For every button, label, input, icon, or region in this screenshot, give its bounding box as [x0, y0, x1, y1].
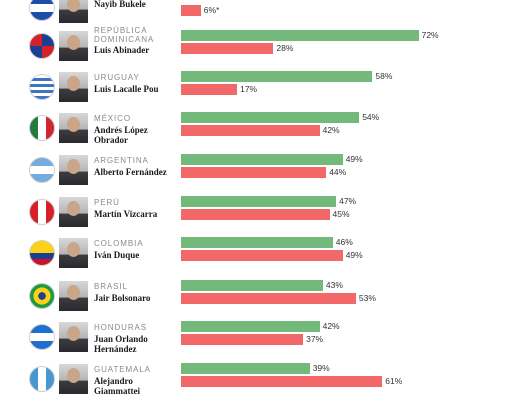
leader-name: Martín Vizcarra — [94, 209, 158, 219]
flag-peru-icon — [29, 199, 55, 225]
leader-name: Alejandro Giammattei — [94, 376, 140, 396]
leader-name: Andrés López Obrador — [94, 125, 148, 145]
disapprove-bar — [181, 209, 330, 220]
disapprove-value-label: 6%* — [203, 5, 220, 15]
disapprove-bar — [181, 84, 238, 95]
approve-bar — [181, 280, 323, 291]
leader-row: URUGUAY Luis Lacalle Pou 58% 17% — [0, 69, 532, 109]
leader-photo — [59, 0, 88, 23]
approve-value-label: 54% — [362, 112, 380, 122]
leader-photo — [59, 113, 88, 143]
approve-value-label: 42% — [322, 321, 340, 331]
leader-name: Iván Duque — [94, 250, 140, 260]
leader-photo-face — [67, 159, 80, 174]
flag-el-salvador-icon — [29, 0, 55, 21]
disapprove-value-label: 53% — [358, 293, 376, 303]
disapprove-value-label: 44% — [329, 167, 347, 177]
leader-photo — [59, 72, 88, 102]
approve-bar — [181, 363, 310, 374]
approve-bar — [181, 112, 360, 123]
leader-photo — [59, 197, 88, 227]
leader-row: PERÚ Martín Vizcarra 47% 45% — [0, 194, 532, 234]
flag-honduras-icon — [29, 324, 55, 350]
leader-name: Alberto Fernández — [94, 167, 167, 177]
leader-photo-face — [67, 76, 80, 91]
leader-photo — [59, 281, 88, 311]
leader-photo-face — [67, 326, 80, 341]
leader-name: Luis Lacalle Pou — [94, 84, 159, 94]
leader-photo — [59, 322, 88, 352]
leader-row: HONDURAS Juan Orlando Hernández 42% 37% — [0, 319, 532, 359]
disapprove-bar — [181, 5, 201, 16]
flag-argentina-icon — [29, 157, 55, 183]
leader-photo-face — [67, 201, 80, 216]
leader-row: BRASIL Jair Bolsonaro 43% 53% — [0, 278, 532, 318]
flag-dominican-republic-icon — [29, 33, 55, 59]
approve-bar — [181, 154, 343, 165]
disapprove-value-label: 37% — [306, 334, 324, 344]
leader-photo-face — [67, 0, 80, 12]
leader-photo — [59, 238, 88, 268]
leader-photo-face — [67, 242, 80, 257]
leader-name: Jair Bolsonaro — [94, 293, 151, 303]
disapprove-bar — [181, 293, 356, 304]
leader-row: MÉXICO Andrés López Obrador 54% 42% — [0, 110, 532, 150]
disapprove-value-label: 61% — [385, 376, 403, 386]
approve-bar — [181, 237, 333, 248]
leader-photo-face — [67, 35, 80, 50]
country-label: BRASIL — [94, 282, 128, 291]
country-label: PERÚ — [94, 198, 120, 207]
approve-bar — [181, 321, 320, 332]
approve-value-label: 58% — [375, 71, 393, 81]
disapprove-bar — [181, 125, 320, 136]
flag-uruguay-icon — [29, 74, 55, 100]
country-label: GUATEMALA — [94, 365, 151, 374]
approve-value-label: 49% — [345, 154, 363, 164]
leader-photo — [59, 364, 88, 394]
approve-value-label: 43% — [325, 280, 343, 290]
flag-brazil-icon — [29, 283, 55, 309]
flag-guatemala-icon — [29, 366, 55, 392]
disapprove-bar — [181, 250, 343, 261]
approve-bar — [181, 30, 419, 41]
leader-photo-face — [67, 368, 80, 383]
approve-bar — [181, 71, 373, 82]
disapprove-value-label: 45% — [332, 209, 350, 219]
approve-value-label: 46% — [335, 237, 353, 247]
country-label: REPÚBLICA DOMINICANA — [94, 26, 155, 44]
disapprove-bar — [181, 334, 304, 345]
country-label: ARGENTINA — [94, 156, 149, 165]
leader-name: Juan Orlando Hernández — [94, 334, 148, 354]
approve-value-label: 72% — [421, 30, 439, 40]
disapprove-bar — [181, 376, 383, 387]
disapprove-value-label: 17% — [240, 84, 258, 94]
leader-photo-face — [67, 285, 80, 300]
flag-mexico-icon — [29, 115, 55, 141]
leader-name: Nayib Bukele — [94, 0, 146, 9]
approve-bar — [181, 196, 337, 207]
leader-row: REPÚBLICA DOMINICANA Luis Abinader 72% 28% — [0, 26, 532, 68]
leader-photo — [59, 155, 88, 185]
disapprove-value-label: 42% — [322, 125, 340, 135]
leader-row: Nayib Bukele 6%* — [0, 0, 532, 30]
leader-row: GUATEMALA Alejandro Giammattei 39% 61% — [0, 361, 532, 401]
country-label: URUGUAY — [94, 73, 140, 82]
disapprove-bar — [181, 43, 274, 54]
approve-value-label: 47% — [339, 196, 357, 206]
approve-value-label: 39% — [312, 363, 330, 373]
disapprove-value-label: 28% — [276, 43, 294, 53]
leader-photo — [59, 31, 88, 61]
country-label: MÉXICO — [94, 114, 131, 123]
country-label: COLOMBIA — [94, 239, 144, 248]
country-label: HONDURAS — [94, 323, 147, 332]
disapprove-bar — [181, 167, 327, 178]
disapprove-value-label: 49% — [345, 250, 363, 260]
leader-row: COLOMBIA Iván Duque 46% 49% — [0, 235, 532, 275]
leader-name: Luis Abinader — [94, 45, 150, 55]
leader-photo-face — [67, 117, 80, 132]
flag-colombia-icon — [29, 240, 55, 266]
leader-row: ARGENTINA Alberto Fernández 49% 44% — [0, 152, 532, 192]
